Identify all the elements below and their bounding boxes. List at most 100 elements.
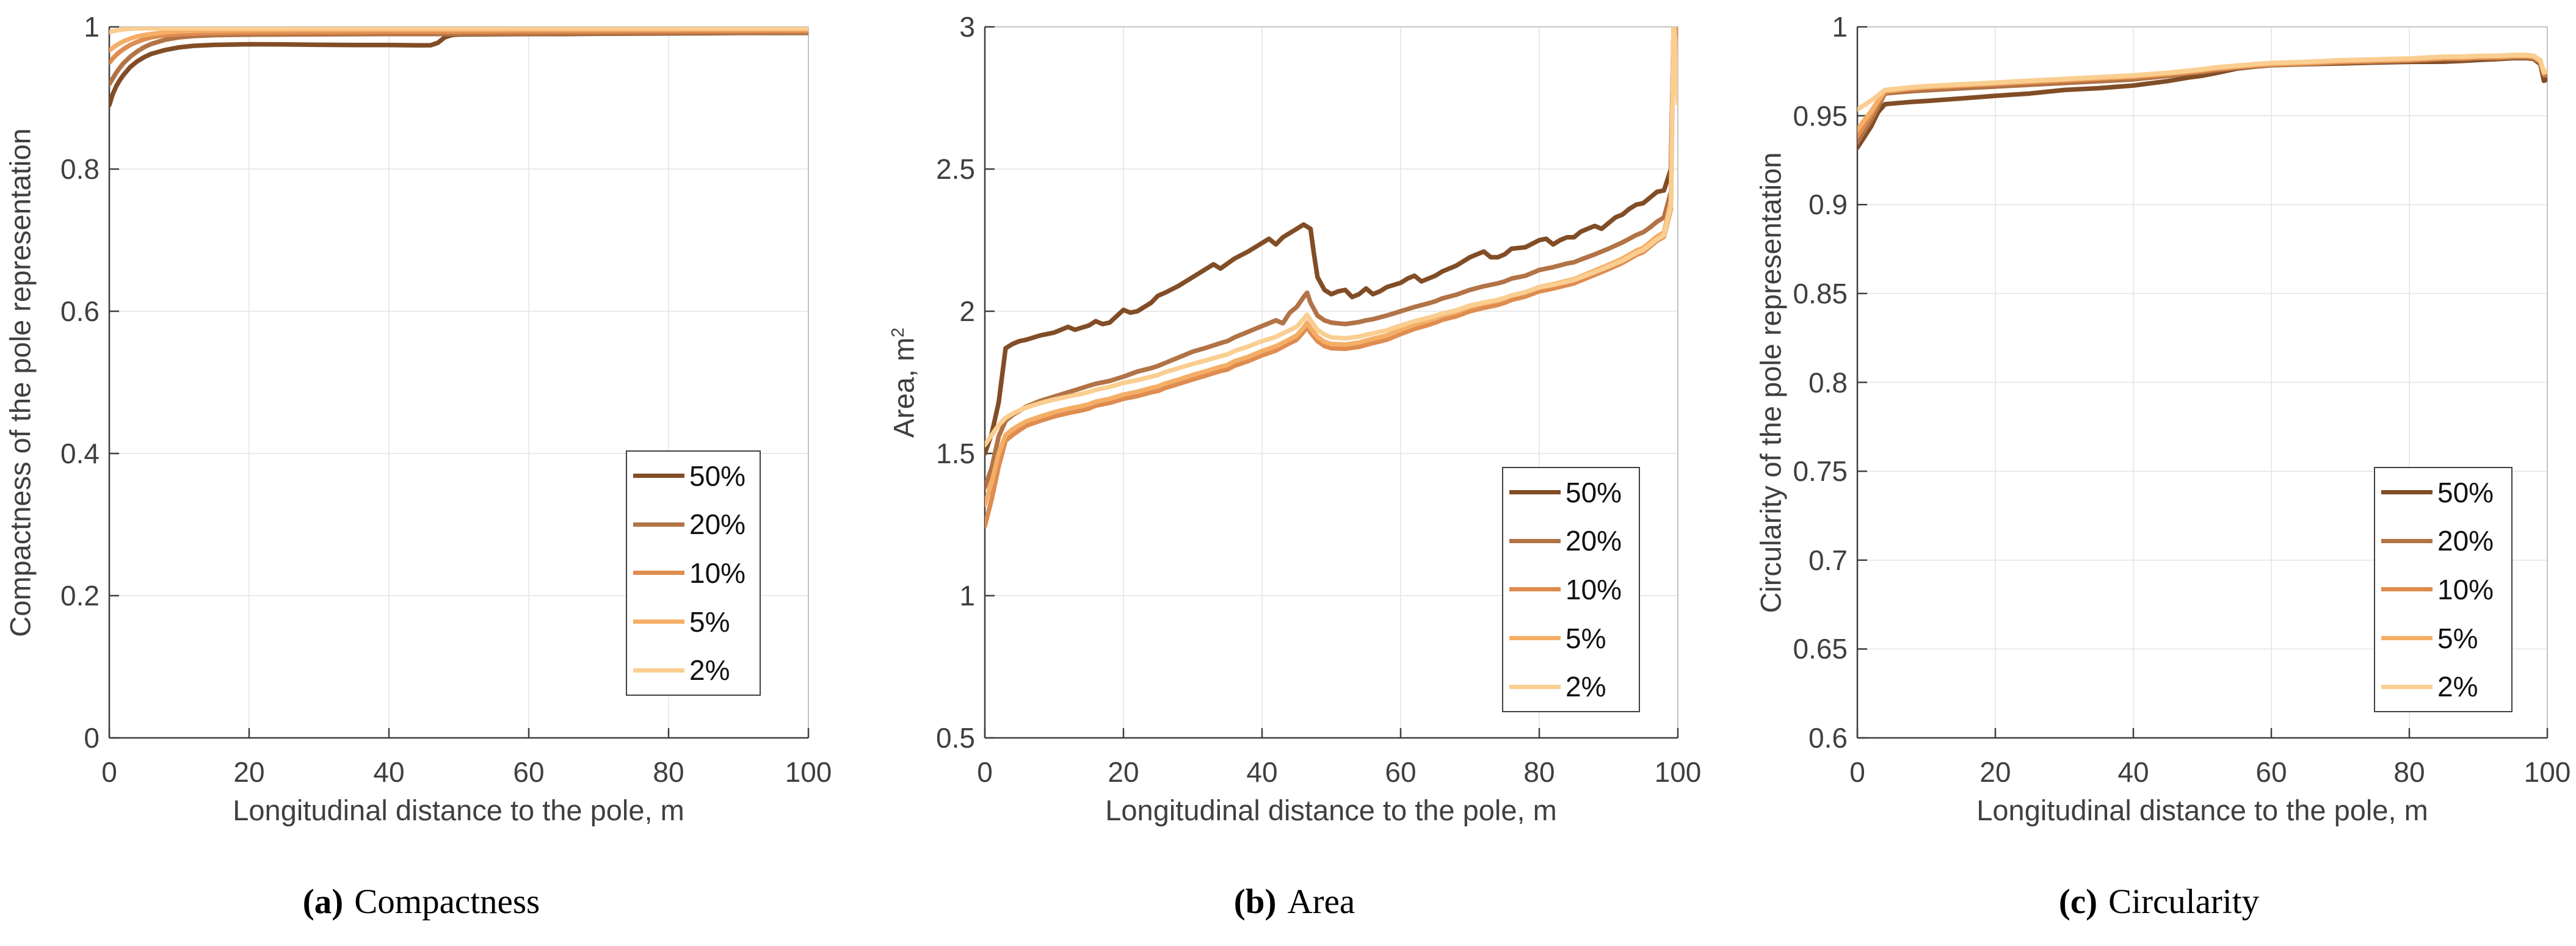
x-tick-label: 20 (233, 756, 265, 788)
legend-label: 5% (689, 605, 730, 638)
legend-item: 10% (2375, 573, 2511, 606)
x-tick-label: 40 (373, 756, 405, 788)
legend-label: 10% (1566, 573, 1622, 605)
caption-index: (b) (1233, 883, 1277, 921)
legend-item: 20% (1503, 524, 1639, 557)
series-group (1857, 52, 2547, 150)
legend: 50% 20% 10% 5% 2% (2374, 467, 2513, 712)
y-tick-label: 0.95 (1793, 99, 1848, 132)
legend: 50% 20% 10% 5% 2% (626, 450, 761, 696)
legend-line-swatch (633, 571, 684, 576)
legend-label: 2% (689, 654, 730, 687)
caption-title: Compactness (354, 883, 540, 921)
y-tick-label: 2 (959, 295, 975, 327)
legend-label: 10% (2437, 573, 2494, 605)
legend-item: 2% (2375, 670, 2511, 703)
y-tick-label: 0.6 (60, 295, 100, 327)
legend-label: 20% (1566, 525, 1622, 557)
legend-item: 50% (1503, 476, 1639, 509)
legend-label: 50% (1566, 476, 1622, 508)
y-axis-label-area: Area, m2 (887, 327, 921, 438)
caption-title: Circularity (2108, 883, 2260, 921)
chart-c (1856, 26, 2549, 739)
legend-item: 10% (1503, 573, 1639, 606)
legend-line-swatch (1509, 538, 1561, 543)
y-tick-label: 0.4 (60, 438, 100, 469)
series-line-50% (109, 31, 808, 107)
series-group (109, 27, 808, 107)
y-axis-label-compactness: Compactness of the pole representation (4, 128, 37, 637)
x-tick-label: 100 (785, 756, 832, 788)
y-axis-label-text: Compactness of the pole representation (4, 128, 37, 637)
legend-line-swatch (2381, 636, 2433, 641)
series-line-20% (985, 27, 1676, 490)
legend-line-swatch (633, 522, 684, 527)
y-tick-label: 0.8 (1809, 366, 1848, 399)
x-tick-label: 80 (2393, 756, 2425, 788)
x-tick-label: 0 (101, 756, 117, 788)
legend-label: 5% (1566, 622, 1606, 654)
legend-label: 5% (2437, 622, 2478, 654)
y-axis-label-text: Circularity of the pole representation (1754, 151, 1787, 613)
legend-line-swatch (633, 619, 684, 624)
legend-line-swatch (633, 668, 684, 673)
y-tick-label: 0.7 (1809, 544, 1848, 576)
legend-line-swatch (633, 474, 684, 478)
legend-item: 20% (627, 508, 760, 541)
x-axis-label: Longitudinal distance to the pole, m (233, 794, 684, 826)
legend-label: 50% (2437, 476, 2494, 508)
x-tick-label: 20 (1108, 756, 1139, 788)
legend-line-swatch (1509, 587, 1561, 592)
y-tick-label: 1 (959, 580, 975, 612)
legend-item: 5% (627, 605, 760, 638)
legend-item: 2% (1503, 670, 1639, 703)
y-tick-label: 0.5 (936, 722, 975, 754)
legend-line-swatch (1509, 636, 1561, 641)
legend-label: 20% (689, 508, 746, 541)
y-tick-label: 1 (1832, 11, 1848, 43)
series-line-50% (985, 27, 1676, 456)
y-tick-label: 1 (84, 11, 100, 43)
y-tick-label: 2.5 (936, 153, 975, 185)
y-tick-label: 0.9 (1809, 189, 1848, 221)
legend-label: 2% (1566, 671, 1606, 703)
y-tick-label: 0.65 (1793, 633, 1848, 665)
caption-index: (a) (302, 883, 344, 921)
y-axis-label-circularity: Circularity of the pole representation (1754, 152, 1788, 613)
series-line-5% (1857, 53, 2547, 132)
y-axis-label-superscript: 2 (888, 327, 908, 338)
x-tick-label: 40 (1246, 756, 1278, 788)
series-group (985, 27, 1678, 529)
x-axis-label: Longitudinal distance to the pole, m (1105, 794, 1557, 826)
x-tick-label: 100 (1654, 756, 1702, 788)
subfigure-caption-a: (a) Compactness (303, 882, 540, 922)
caption-index: (c) (2058, 883, 2098, 921)
legend-line-swatch (2381, 490, 2433, 495)
y-tick-label: 1.5 (936, 438, 975, 469)
series-line-2% (109, 27, 808, 35)
legend-label: 2% (2437, 671, 2478, 703)
legend-label: 10% (689, 557, 746, 589)
subfigure-caption-b: (b) Area (1234, 882, 1355, 922)
series-line-2% (1857, 52, 2547, 112)
y-axis-label-text: Area, m (887, 337, 920, 438)
legend: 50% 20% 10% 5% 2% (1502, 467, 1640, 712)
x-tick-label: 80 (653, 756, 684, 788)
x-axis-label: Longitudinal distance to the pole, m (1976, 794, 2428, 826)
y-tick-label: 3 (959, 11, 975, 43)
y-tick-label: 0 (84, 722, 100, 754)
legend-item: 5% (2375, 622, 2511, 655)
legend-item: 5% (1503, 622, 1639, 655)
legend-item: 10% (627, 557, 760, 590)
x-tick-label: 60 (513, 756, 545, 788)
legend-line-swatch (2381, 587, 2433, 592)
legend-line-swatch (2381, 684, 2433, 689)
legend-line-swatch (1509, 684, 1561, 689)
caption-title: Area (1287, 883, 1355, 921)
legend-item: 20% (2375, 524, 2511, 557)
y-tick-label: 0.85 (1793, 277, 1848, 309)
x-tick-label: 20 (1979, 756, 2011, 788)
legend-item: 50% (2375, 476, 2511, 509)
